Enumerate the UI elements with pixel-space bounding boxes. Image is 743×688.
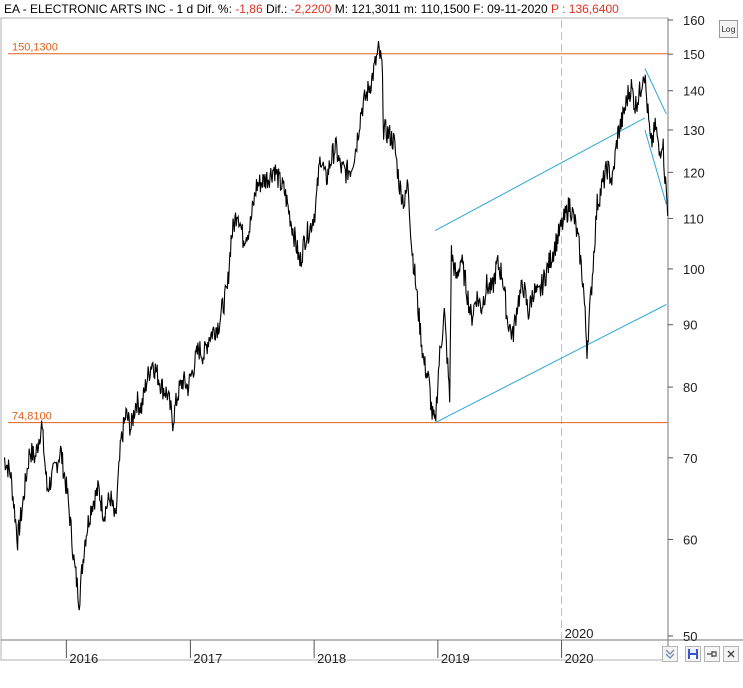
price-value: 136,6400	[568, 2, 619, 16]
y-tick-label: 100	[683, 262, 705, 277]
y-tick-label: 140	[683, 84, 705, 99]
y-tick-label: 110	[683, 211, 704, 226]
symbol: EA	[4, 2, 20, 16]
horizontal-line-label: 74,8100	[12, 411, 52, 423]
x-tick-label: 2016	[69, 651, 98, 666]
dif-pct-label: Dif. %:	[196, 2, 232, 16]
y-tick-label: 80	[683, 380, 697, 395]
y-tick-label: 120	[683, 165, 705, 180]
y-tick-label: 130	[683, 123, 705, 138]
x-tick-label: 2017	[193, 651, 222, 666]
x-tick-label: 2018	[317, 651, 346, 666]
dif-value: -2,2200	[290, 2, 332, 16]
x-tick-label: 2019	[441, 651, 470, 666]
chart-header: EA - ELECTRONIC ARTS INC - 1 d Dif. %: -…	[4, 2, 619, 16]
floppy-disk-icon[interactable]	[685, 646, 701, 662]
price-series-line	[3, 41, 669, 611]
min-value: 110,1500	[420, 2, 470, 16]
date-value: 09-11-2020	[487, 2, 548, 16]
x-tick-label: 2020	[565, 651, 594, 666]
company-name: ELECTRONIC ARTS INC	[30, 2, 166, 16]
bottom-bar	[0, 665, 743, 683]
year-marker-label: 2020	[565, 626, 594, 641]
close-icon[interactable]	[723, 646, 739, 662]
horizontal-line-label: 150,1300	[12, 42, 58, 54]
trend-line	[644, 129, 667, 205]
max-value: 121,3011	[351, 2, 401, 16]
date-label: F:	[473, 2, 484, 16]
y-tick-label: 50	[683, 629, 697, 644]
trend-line	[434, 304, 667, 424]
dif-label: Dif.:	[265, 2, 288, 16]
trend-line	[434, 117, 646, 232]
dif-pct-value: -1,86	[235, 2, 263, 16]
y-tick-label: 60	[683, 532, 697, 547]
y-tick-label: 150	[683, 47, 705, 62]
log-scale-button[interactable]: Log	[719, 20, 738, 38]
max-label: M:	[334, 2, 349, 16]
pin-icon[interactable]	[704, 646, 720, 662]
price-label: P :	[550, 2, 566, 16]
double-chevron-down-icon[interactable]	[662, 646, 678, 662]
y-tick-label: 160	[683, 13, 705, 28]
period: 1 d	[176, 2, 194, 16]
y-tick-label: 90	[683, 318, 697, 333]
plot-frame	[0, 17, 669, 661]
trend-line	[644, 68, 667, 115]
min-label: m:	[403, 2, 418, 16]
y-tick-label: 70	[683, 451, 697, 466]
